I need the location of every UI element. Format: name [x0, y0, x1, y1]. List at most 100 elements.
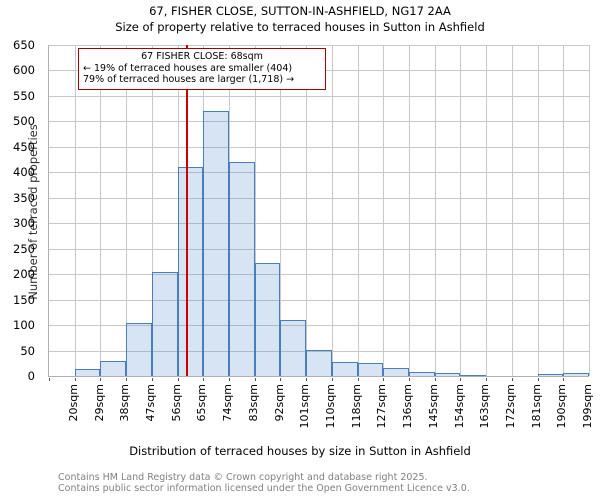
- gridline-horizontal: [49, 299, 589, 301]
- gridline-vertical: [434, 45, 436, 376]
- y-tick-label: 350: [13, 190, 35, 205]
- x-tick-label: 110sqm: [324, 384, 337, 429]
- y-tick-label: 150: [13, 292, 35, 307]
- footer-attribution: Contains HM Land Registry data © Crown c…: [58, 472, 598, 494]
- gridline-horizontal: [49, 45, 589, 46]
- x-tick-mark: [49, 378, 50, 381]
- x-tick-mark: [434, 378, 436, 381]
- gridline-horizontal: [49, 274, 589, 276]
- x-tick-label: 136sqm: [401, 384, 415, 429]
- annotation-line-3: 79% of terraced houses are larger (1,718…: [83, 74, 295, 85]
- gridline-vertical: [383, 45, 385, 376]
- bar: [537, 374, 564, 376]
- bar: [280, 320, 307, 376]
- gridline-horizontal: [49, 248, 589, 250]
- x-tick-mark: [177, 378, 179, 381]
- gridline-horizontal: [49, 95, 589, 97]
- x-tick-label: 190sqm: [555, 384, 569, 429]
- y-tick-label: 600: [13, 63, 35, 78]
- gridline-vertical: [74, 45, 76, 376]
- x-tick-mark: [409, 378, 410, 381]
- x-tick-mark: [151, 378, 153, 381]
- x-tick-mark: [563, 378, 565, 381]
- x-tick-label: 181sqm: [529, 384, 543, 429]
- x-tick-label: 127sqm: [375, 384, 389, 429]
- x-tick-label: 29sqm: [92, 384, 106, 422]
- gridline-vertical: [460, 45, 462, 376]
- bar: [254, 262, 281, 376]
- gridline-horizontal: [49, 172, 589, 174]
- y-tick-label: 550: [13, 88, 35, 103]
- bar: [126, 323, 152, 376]
- gridline-vertical: [563, 45, 565, 376]
- annotation-line-2: ← 19% of terraced houses are smaller (40…: [83, 62, 293, 74]
- y-tick-label: 650: [13, 38, 35, 52]
- x-tick-label: 163sqm: [478, 384, 492, 429]
- x-tick-mark: [229, 378, 230, 381]
- bar: [74, 369, 101, 376]
- gridline-vertical: [331, 45, 333, 376]
- chart-subtitle: Size of property relative to terraced ho…: [115, 20, 485, 34]
- y-tick-label: 500: [13, 114, 35, 129]
- x-tick-label: 56sqm: [169, 384, 183, 422]
- x-tick-mark: [357, 378, 359, 381]
- bar: [203, 111, 229, 376]
- y-tick-label: 450: [13, 139, 35, 154]
- bar: [409, 371, 435, 376]
- x-tick-label: 47sqm: [144, 384, 157, 422]
- gridline-horizontal: [49, 121, 589, 123]
- x-tick-mark: [331, 378, 333, 381]
- property-annotation-box: 67 FISHER CLOSE: 68sqm ← 19% of terraced…: [78, 48, 326, 90]
- x-tick-label: 83sqm: [246, 384, 260, 422]
- bar: [306, 349, 332, 376]
- gridline-horizontal: [49, 223, 589, 225]
- x-tick-mark: [306, 378, 308, 381]
- x-tick-mark: [460, 378, 462, 381]
- y-tick-label: 0: [27, 369, 35, 383]
- x-tick-label: 101sqm: [298, 384, 312, 429]
- x-tick-mark: [486, 378, 488, 381]
- bar: [383, 367, 409, 376]
- x-tick-label: 74sqm: [221, 384, 235, 422]
- footer-line-2: Contains public sector information licen…: [58, 483, 470, 494]
- y-tick-label: 200: [13, 267, 35, 282]
- x-tick-label: 38sqm: [118, 384, 132, 422]
- x-tick-mark: [280, 378, 282, 381]
- x-tick-mark: [383, 378, 385, 381]
- x-tick-label: 92sqm: [272, 384, 286, 422]
- chart-title-block: 67, FISHER CLOSE, SUTTON-IN-ASHFIELD, NG…: [0, 4, 600, 35]
- gridline-horizontal: [49, 197, 589, 199]
- gridline-vertical: [537, 45, 539, 376]
- x-tick-mark: [74, 378, 76, 381]
- gridline-vertical: [409, 45, 410, 376]
- y-tick-label: 300: [13, 216, 35, 231]
- gridline-vertical: [357, 45, 359, 376]
- x-tick-label: 20sqm: [66, 384, 80, 422]
- bar: [460, 374, 487, 376]
- y-tick-label: 100: [13, 318, 35, 333]
- y-tick-label: 50: [20, 343, 35, 358]
- gridline-vertical: [100, 45, 102, 376]
- x-tick-label: 154sqm: [452, 384, 466, 429]
- y-tick-label: 400: [13, 165, 35, 180]
- property-marker-line: [186, 45, 188, 376]
- chart-title: 67, FISHER CLOSE, SUTTON-IN-ASHFIELD, NG…: [149, 4, 451, 18]
- gridline-vertical: [306, 45, 308, 376]
- x-tick-mark: [254, 378, 256, 381]
- gridline-vertical: [486, 45, 488, 376]
- x-tick-label: 65sqm: [195, 384, 209, 422]
- x-tick-mark: [511, 378, 513, 381]
- x-tick-mark: [537, 378, 539, 381]
- x-tick-mark: [126, 378, 128, 381]
- bar: [434, 372, 461, 376]
- x-tick-label: 199sqm: [581, 384, 595, 429]
- bar: [100, 360, 127, 376]
- x-tick-mark: [203, 378, 205, 381]
- gridline-vertical: [589, 45, 590, 376]
- bar: [331, 362, 358, 376]
- bar: [229, 162, 255, 376]
- x-tick-mark: [100, 378, 102, 381]
- bar: [177, 167, 204, 376]
- gridline-horizontal: [49, 146, 589, 148]
- y-tick-label: 250: [13, 241, 35, 256]
